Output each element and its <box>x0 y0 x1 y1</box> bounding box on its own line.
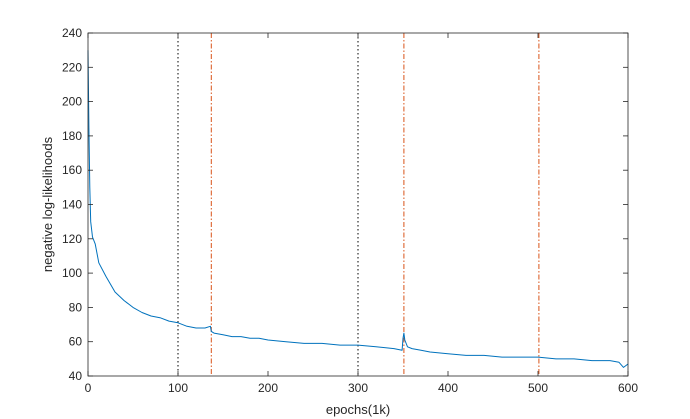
x-tick-label: 300 <box>348 381 368 395</box>
x-axis-label: epochs(1k) <box>326 402 390 417</box>
y-tick-label: 80 <box>69 300 83 314</box>
x-tick-label: 600 <box>618 381 638 395</box>
y-tick-label: 240 <box>62 26 82 40</box>
y-tick-label: 60 <box>69 335 83 349</box>
y-tick-label: 200 <box>62 95 82 109</box>
y-tick-label: 220 <box>62 60 82 74</box>
x-tick-label: 100 <box>168 381 188 395</box>
x-tick-label: 500 <box>528 381 548 395</box>
y-axis: 40 60 80 100 120 140 160 180 200 220 240 <box>62 26 628 383</box>
y-tick-label: 180 <box>62 129 82 143</box>
x-axis: 0 100 200 300 400 500 600 <box>85 33 638 395</box>
y-tick-label: 160 <box>62 163 82 177</box>
x-tick-label: 400 <box>438 381 458 395</box>
y-axis-label: negative log-likelihoods <box>40 136 55 272</box>
y-tick-label: 100 <box>62 266 82 280</box>
vertical-markers <box>177 33 540 376</box>
plot-area <box>88 33 628 376</box>
x-tick-label: 0 <box>85 381 92 395</box>
series-layer <box>87 50 629 368</box>
y-tick-label: 120 <box>62 232 82 246</box>
series-line <box>87 50 629 368</box>
y-tick-label: 140 <box>62 198 82 212</box>
y-tick-label: 40 <box>69 369 83 383</box>
x-tick-label: 200 <box>258 381 278 395</box>
